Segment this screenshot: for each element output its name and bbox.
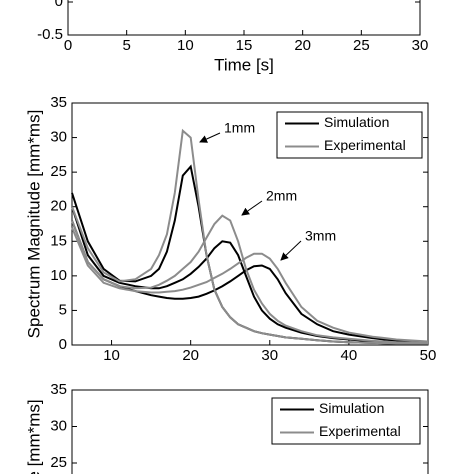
- axes-box: [67, 0, 421, 36]
- legend-label: Experimental: [319, 423, 401, 439]
- panel: 25 30 35 e [mm*ms] Simulation Experimental: [24, 381, 429, 474]
- x-tick-label: 10: [177, 37, 194, 54]
- legend-box: [271, 397, 421, 445]
- y-tick-label: 30: [50, 129, 67, 146]
- axes-box: [71, 102, 429, 346]
- y-tick-label: -0.5: [37, 26, 63, 43]
- x-tick-label: 30: [261, 347, 278, 364]
- x-tick-label: 0: [64, 37, 72, 54]
- y-axis-label: Spectrum Magnitude [mm*ms]: [24, 110, 43, 339]
- y-axis-label: e [mm*ms]: [24, 399, 43, 474]
- series-line: [71, 206, 429, 344]
- legend-label: Experimental: [324, 137, 406, 153]
- annotation: 2mm: [266, 188, 297, 204]
- x-tick-label: 15: [236, 37, 253, 54]
- y-tick-label: 20: [50, 198, 67, 215]
- series-line: [71, 220, 429, 344]
- legend-label: Simulation: [319, 400, 384, 416]
- x-tick-label: 10: [103, 347, 120, 364]
- x-tick-label: 30: [412, 37, 429, 54]
- x-tick-label: 5: [122, 37, 130, 54]
- series-line: [71, 128, 428, 345]
- legend-label: Simulation: [324, 114, 389, 130]
- annotation-arrow: [280, 240, 302, 261]
- annotation-arrow: [199, 132, 221, 143]
- annotation: 3mm: [305, 228, 336, 244]
- y-tick-label: 5: [59, 301, 67, 318]
- y-tick-label: 30: [50, 417, 67, 434]
- y-tick-label: 10: [50, 267, 67, 284]
- x-tick-label: 25: [353, 37, 370, 54]
- y-tick-label: 35: [50, 94, 67, 111]
- axes-box: [71, 389, 429, 474]
- legend-box: [276, 111, 423, 159]
- y-tick-label: 25: [50, 163, 67, 180]
- y-tick-label: 15: [50, 232, 67, 249]
- x-tick-label: 40: [341, 347, 358, 364]
- x-tick-label: 50: [420, 347, 437, 364]
- x-axis-label: Time [s]: [214, 55, 274, 74]
- y-tick-label: 0: [59, 336, 67, 353]
- series-line: [71, 214, 429, 344]
- annotation-arrow: [241, 200, 263, 216]
- x-tick-label: 20: [182, 347, 199, 364]
- annotation: 1mm: [224, 120, 255, 136]
- y-tick-label: 0: [55, 0, 63, 10]
- series-line: [71, 227, 429, 343]
- y-tick-label: 35: [50, 381, 67, 398]
- y-tick-label: 25: [50, 454, 67, 471]
- panel: 0 5 10 15 20 25 30 35 10 20 30 40 50 Spectrum Magnitu…: [24, 94, 436, 364]
- x-tick-label: 20: [294, 37, 311, 54]
